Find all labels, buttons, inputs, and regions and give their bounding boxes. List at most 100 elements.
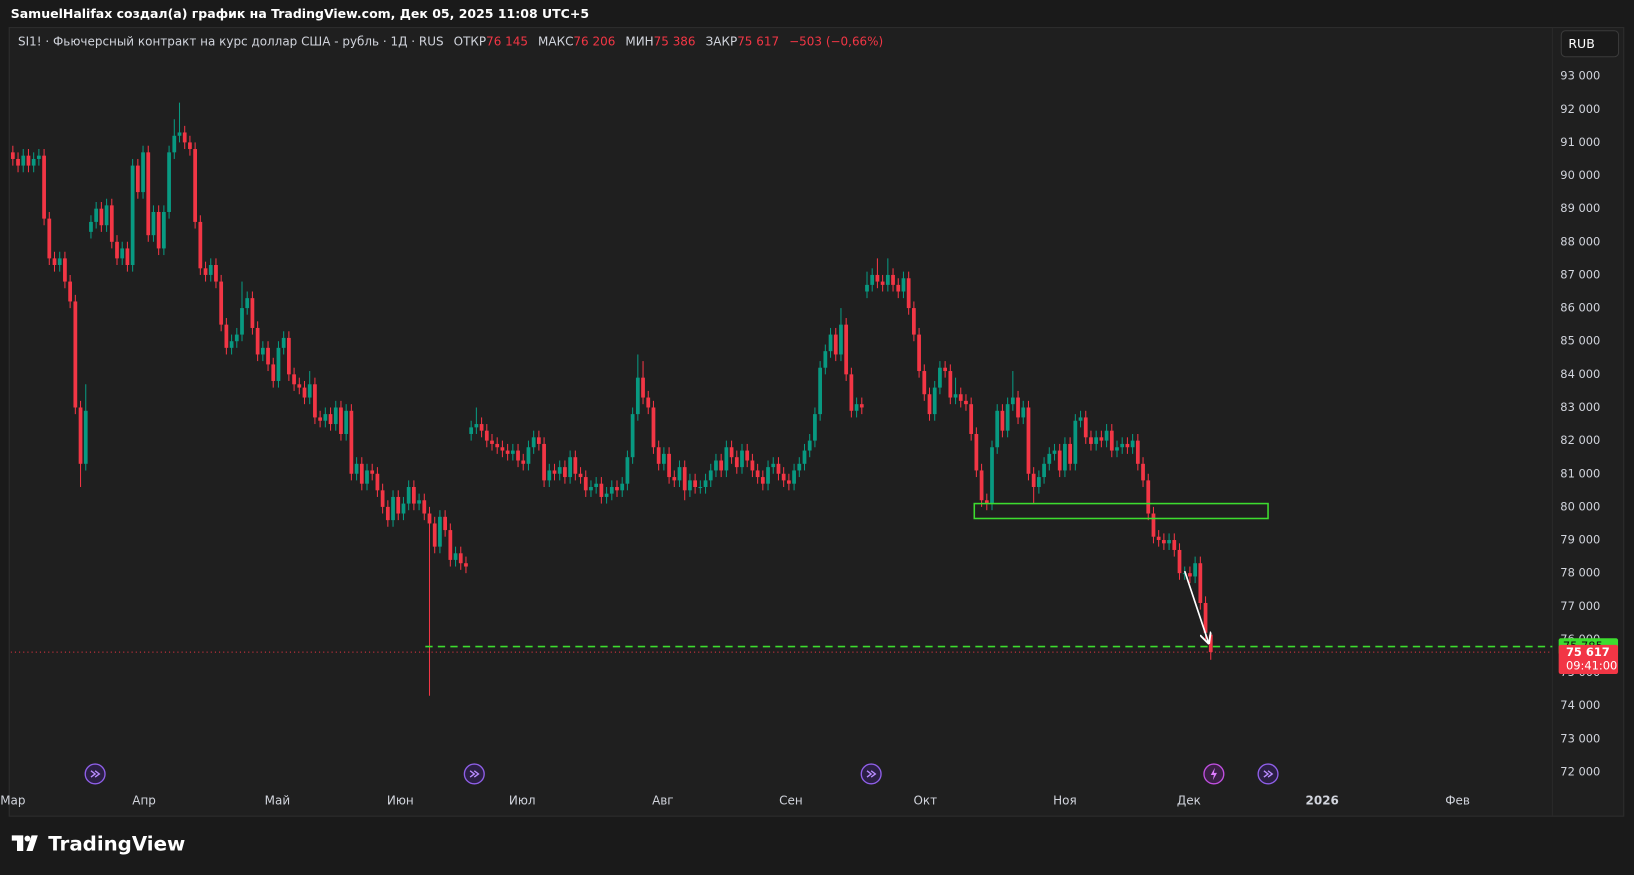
candle-body <box>255 327 260 355</box>
candle-body <box>646 397 651 408</box>
candle-body <box>328 414 333 425</box>
candle-body <box>68 281 72 302</box>
candle-body <box>1026 407 1031 474</box>
candle-body <box>1057 450 1062 471</box>
candle-body <box>760 477 765 484</box>
candle-body <box>875 274 880 282</box>
x-tick-label: Апр <box>132 794 156 808</box>
candle-body <box>787 480 791 484</box>
candle-body <box>833 334 838 355</box>
candle-body <box>698 487 703 489</box>
candle-body <box>948 371 953 398</box>
candle-body <box>1141 463 1145 481</box>
candle-body <box>693 480 697 488</box>
candle-body <box>260 347 265 355</box>
y-tick-label: 84 000 <box>1560 367 1600 381</box>
candle-body <box>469 427 474 434</box>
candle-body <box>906 278 911 309</box>
x-tick-label: Фев <box>1445 794 1470 808</box>
candle-body <box>1115 447 1119 451</box>
candle-body <box>724 447 729 471</box>
candle-body <box>172 135 177 153</box>
candle-body <box>651 407 656 448</box>
candle-body <box>1162 540 1166 544</box>
event-icon[interactable] <box>1257 763 1279 785</box>
candle-body <box>422 500 427 514</box>
candle-body <box>1068 443 1072 464</box>
candle-body <box>281 337 286 348</box>
candle-body <box>750 460 755 471</box>
currency-label: RUB <box>1568 36 1594 51</box>
candle-body <box>599 483 604 497</box>
candle-body <box>396 496 401 514</box>
candle-body <box>807 440 812 451</box>
candle-body <box>922 371 927 395</box>
candle-body <box>380 490 385 507</box>
candle-body <box>500 447 505 451</box>
event-icon[interactable] <box>84 763 106 785</box>
candle-body <box>297 384 302 388</box>
candle-body <box>995 410 1000 448</box>
candle-body <box>682 467 687 491</box>
countdown-label: 09:41:00 <box>1566 659 1617 673</box>
candle-body <box>214 264 218 282</box>
y-tick-label: 90 000 <box>1560 168 1600 182</box>
x-tick-label: Ноя <box>1053 794 1077 808</box>
candle-body <box>167 152 171 212</box>
candle-body <box>912 308 916 335</box>
candle-body <box>1172 540 1177 550</box>
candle-body <box>1078 417 1083 421</box>
candle-body <box>1037 477 1041 488</box>
candle-body <box>135 165 140 193</box>
legend: SI1! · Фьючерсный контракт на курс долла… <box>18 34 883 48</box>
legend-value: 76 145 <box>486 34 528 48</box>
trend-arrow <box>1183 570 1209 643</box>
candle-body <box>828 334 833 352</box>
candle-body <box>1188 573 1192 577</box>
candle-body <box>10 152 15 159</box>
candle-body <box>917 334 921 372</box>
candle-body <box>203 268 208 275</box>
candle-body <box>1031 473 1036 488</box>
candle-body <box>552 470 557 474</box>
candle-body <box>318 417 323 421</box>
candle-body <box>219 281 224 325</box>
candle-body <box>130 165 135 265</box>
legend-label: МИН <box>625 34 653 48</box>
currency-button[interactable] <box>1560 30 1620 58</box>
candle-body <box>427 513 432 524</box>
x-tick-label: Окт <box>914 794 938 808</box>
legend-value: 75 386 <box>654 34 696 48</box>
candle-body <box>1042 463 1046 478</box>
event-icon[interactable] <box>860 763 882 785</box>
candle-body <box>927 394 932 415</box>
y-tick-label: 82 000 <box>1560 433 1600 447</box>
y-tick-label: 85 000 <box>1560 334 1600 348</box>
candle-body <box>458 553 463 564</box>
y-tick-label: 80 000 <box>1560 499 1600 513</box>
candle-body <box>964 400 968 405</box>
x-tick-label: Июн <box>387 794 414 808</box>
legend-label: ЗАКР <box>706 34 738 48</box>
event-icon[interactable] <box>1203 763 1225 785</box>
candle-body <box>453 553 458 560</box>
candle-body <box>16 158 20 166</box>
candle-body <box>1083 417 1088 438</box>
candle-body <box>344 410 349 434</box>
candle-body <box>52 258 57 265</box>
candle-body <box>703 480 708 488</box>
event-icon[interactable] <box>463 763 485 785</box>
brand-logo <box>11 835 38 852</box>
candle-body <box>865 284 869 292</box>
candle-body <box>193 149 197 222</box>
candle-body <box>365 470 369 484</box>
candle-body <box>37 155 41 159</box>
candle-body <box>729 447 734 458</box>
candle-body <box>839 324 843 355</box>
candle-body <box>557 467 562 474</box>
candle-body <box>146 152 151 236</box>
symbol-title: SI1! · Фьючерсный контракт на курс долла… <box>18 34 444 48</box>
candle-body <box>1073 420 1078 464</box>
candle-body <box>323 414 328 421</box>
